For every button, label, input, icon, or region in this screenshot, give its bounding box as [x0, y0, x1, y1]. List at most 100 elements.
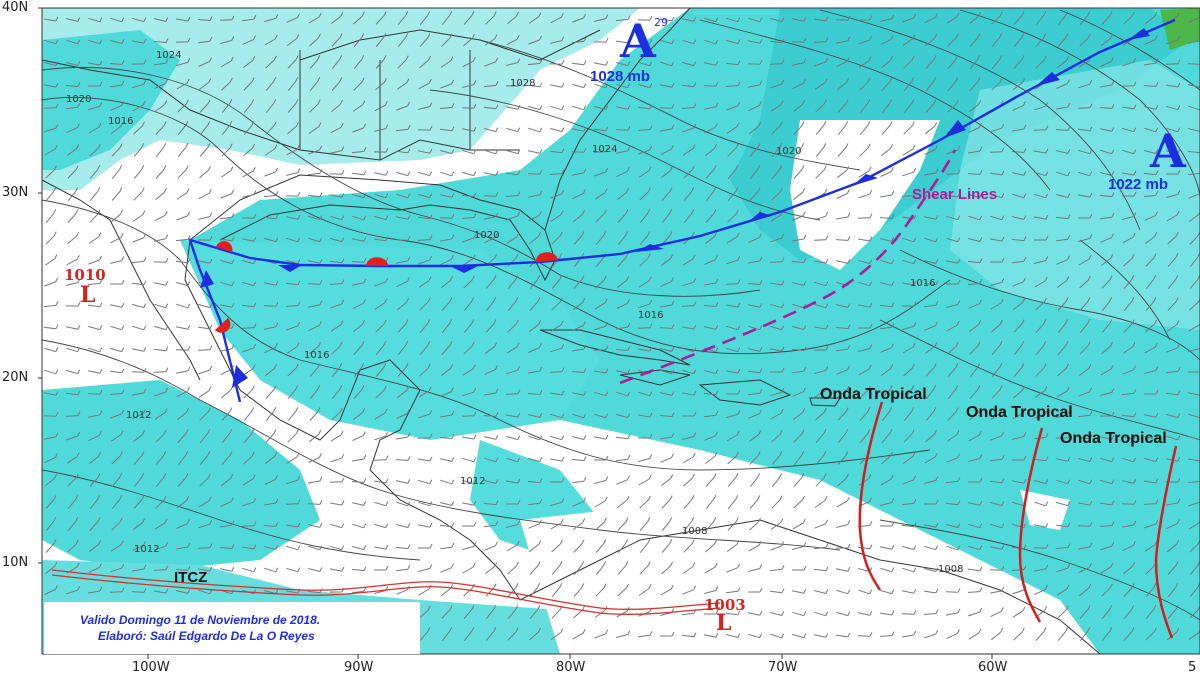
wind-barb: [506, 38, 518, 46]
wind-barb: [572, 632, 584, 640]
wind-barb: [1122, 524, 1134, 528]
wind-barb-tick: [583, 60, 587, 65]
wind-barb-tick: [581, 275, 585, 280]
wind-barb-tick: [957, 588, 961, 593]
wind-barb-tick: [252, 364, 256, 369]
wind-barb-tick: [1154, 12, 1158, 17]
wind-barb: [835, 239, 849, 241]
wind-barb-tick: [671, 61, 675, 67]
wind-barb: [747, 283, 761, 285]
wind-barb-tick: [231, 236, 235, 241]
wind-barb: [176, 18, 188, 22]
wind-barb: [199, 477, 209, 487]
wind-barb: [1144, 457, 1156, 463]
wind-barb: [615, 40, 629, 44]
wind-barb: [1056, 150, 1068, 154]
wind-barb: [265, 389, 275, 399]
wind-barb: [572, 501, 584, 507]
wind-barb-tick: [1198, 629, 1200, 633]
wind-barb-tick: [1110, 562, 1114, 568]
wind-barb: [286, 282, 298, 286]
wind-barb-tick: [384, 100, 388, 106]
wind-barb-tick: [603, 561, 607, 566]
wind-barb-tick: [957, 237, 961, 242]
wind-barb: [441, 37, 451, 47]
wind-barb: [660, 392, 672, 396]
wind-barb: [1057, 631, 1067, 641]
wind-barb-tick: [891, 589, 895, 594]
wind-barb: [506, 215, 518, 221]
wind-barb-tick: [406, 386, 410, 391]
wind-barb: [418, 390, 430, 398]
wind-barb-tick: [693, 390, 697, 396]
wind-barb: [572, 17, 584, 23]
wind-barb-tick: [406, 297, 410, 303]
wind-barb-tick: [1000, 408, 1004, 413]
wind-barb: [374, 172, 386, 176]
wind-barb: [1121, 392, 1135, 396]
wind-barb: [727, 168, 737, 180]
wind-barb: [132, 392, 144, 396]
wind-barb-tick: [649, 145, 653, 151]
wind-barb: [154, 282, 166, 286]
wind-barb: [507, 278, 517, 290]
wind-barb: [748, 544, 760, 552]
wind-barb-tick: [121, 60, 125, 65]
wind-barb: [132, 412, 144, 420]
wind-barb-tick: [737, 101, 741, 107]
wind-barb: [703, 305, 717, 307]
wind-barb: [417, 239, 431, 241]
wind-barb-tick: [1023, 193, 1027, 199]
wind-barb: [836, 193, 848, 199]
wind-barb-tick: [54, 562, 58, 567]
wind-barb-tick: [319, 237, 323, 243]
wind-barb-tick: [121, 279, 125, 285]
wind-barb-tick: [1022, 385, 1025, 391]
wind-barb-tick: [165, 303, 169, 308]
wind-barb-tick: [802, 99, 806, 105]
wind-barb: [395, 546, 409, 550]
wind-barb: [947, 411, 957, 421]
wind-barb: [1078, 171, 1090, 177]
wind-barb-tick: [825, 519, 829, 525]
wind-barb: [419, 609, 429, 619]
wind-barb-tick: [363, 478, 367, 483]
wind-barb-tick: [121, 17, 125, 23]
wind-barb-tick: [450, 255, 454, 260]
wind-barb-tick: [1111, 541, 1115, 547]
wind-barb-tick: [275, 281, 279, 286]
wind-barb: [617, 587, 627, 597]
wind-barb-tick: [429, 148, 433, 154]
wind-barb: [374, 281, 386, 287]
wind-barb: [353, 323, 363, 333]
wind-barb-tick: [273, 99, 277, 104]
wind-barb: [660, 588, 672, 596]
wind-barb: [573, 609, 583, 619]
wind-barb-tick: [693, 585, 697, 591]
wind-barb-tick: [75, 209, 79, 214]
wind-barb: [265, 367, 275, 377]
wind-barb: [176, 499, 188, 509]
wind-barb-tick: [451, 501, 455, 506]
wind-barb-tick: [627, 38, 631, 43]
wind-barb-tick: [759, 347, 763, 352]
wind-barb-tick: [53, 209, 57, 214]
wind-barb-tick: [647, 495, 651, 501]
wind-barb-tick: [605, 126, 609, 132]
wind-barb-tick: [450, 364, 454, 369]
wind-barb-tick: [429, 564, 433, 569]
wind-barb-tick: [341, 299, 345, 305]
wind-barb: [1012, 216, 1024, 220]
wind-barb-tick: [735, 165, 739, 170]
wind-barb-tick: [825, 566, 829, 571]
wind-barb-tick: [649, 15, 653, 21]
wind-barb: [374, 435, 386, 441]
wind-barb-tick: [473, 149, 477, 154]
wind-barb: [1012, 589, 1024, 595]
wind-barb-tick: [385, 236, 389, 242]
wind-barb: [1034, 413, 1046, 419]
wind-barb: [154, 522, 166, 530]
wind-barb-tick: [99, 279, 103, 284]
high-pressure-value: 1022 mb: [1108, 176, 1169, 193]
wind-barb-tick: [539, 498, 543, 504]
